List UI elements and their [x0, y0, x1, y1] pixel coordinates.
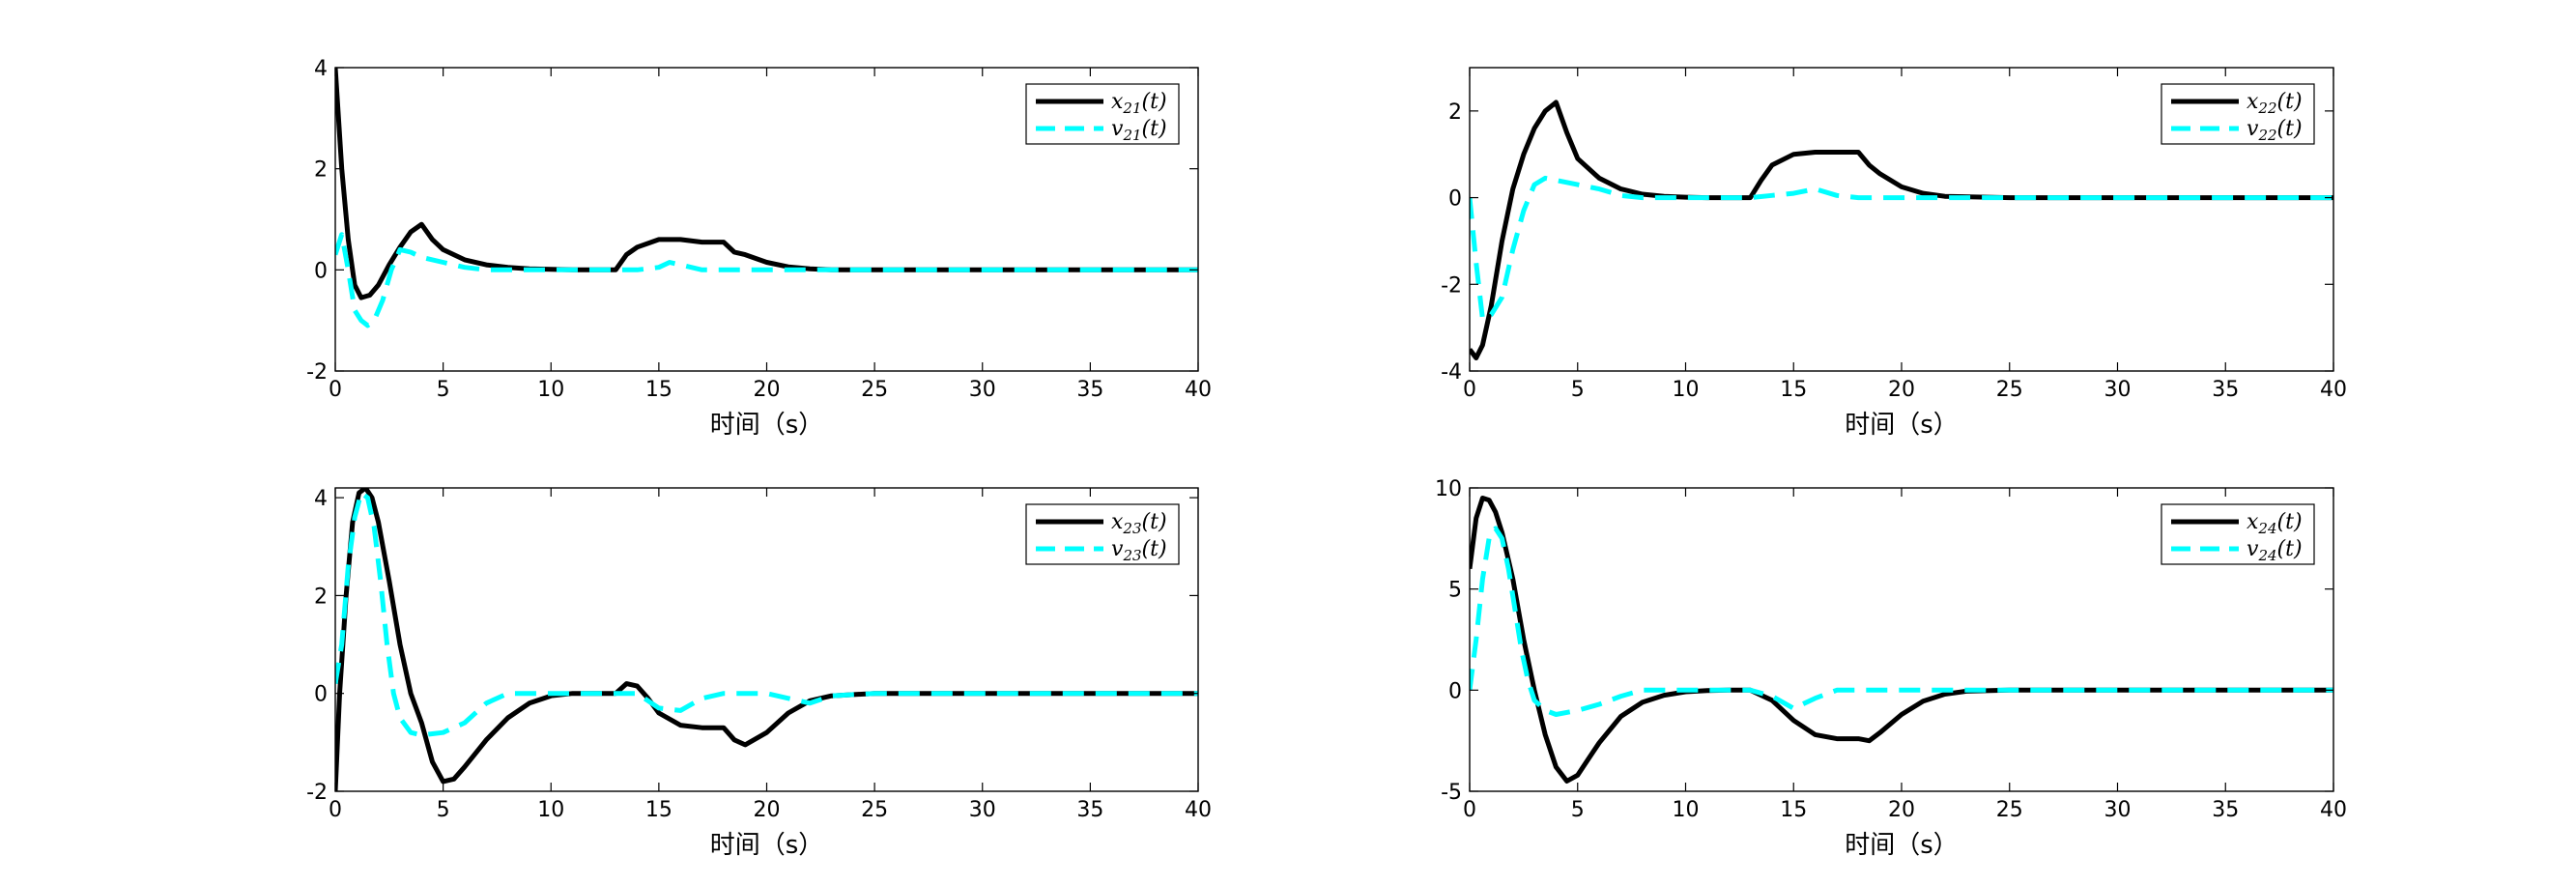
- y-tick-label: 0: [1448, 679, 1462, 703]
- x-axis-label: 时间（s）: [1845, 831, 1959, 860]
- x-axis-label: 时间（s）: [1845, 411, 1959, 440]
- y-tick-label: -2: [306, 781, 328, 805]
- x-tick-label: 15: [1780, 378, 1807, 402]
- y-tick-label: -2: [1441, 273, 1462, 298]
- chart-panel: 0 5 10 15 20 25 30 35 40 -4 -2 0 2 时间（s） x22(t)v22(t): [1441, 67, 2347, 440]
- x-tick-label: 0: [329, 378, 342, 402]
- y-tick-label: -5: [1441, 781, 1462, 805]
- series-line-v22t: [1470, 175, 2333, 322]
- legend-label: v24(t): [2247, 537, 2303, 564]
- legend-box: [1025, 503, 1180, 565]
- legend: x23(t)v23(t): [1025, 503, 1180, 565]
- legend: x21(t)v21(t): [1025, 83, 1180, 145]
- legend-label: x21(t): [1111, 90, 1167, 117]
- x-tick-label: 15: [1780, 798, 1807, 822]
- legend-label: v23(t): [1111, 537, 1167, 564]
- x-tick-label: 30: [2104, 798, 2132, 822]
- x-tick-label: 30: [969, 798, 996, 822]
- legend: x24(t)v24(t): [2161, 503, 2315, 565]
- x-tick-label: 10: [1673, 378, 1700, 402]
- x-tick-label: 0: [1463, 798, 1476, 822]
- y-tick-label: 2: [314, 585, 328, 609]
- x-tick-label: 35: [2212, 798, 2239, 822]
- x-tick-label: 40: [1185, 378, 1212, 402]
- x-tick-label: 15: [645, 378, 673, 402]
- x-tick-label: 25: [1996, 798, 2023, 822]
- x-tick-label: 5: [1571, 798, 1585, 822]
- x-tick-label: 15: [645, 798, 673, 822]
- x-tick-label: 25: [861, 798, 888, 822]
- x-tick-label: 10: [537, 798, 564, 822]
- x-tick-label: 40: [2320, 798, 2347, 822]
- x-tick-label: 0: [329, 798, 342, 822]
- x-tick-label: 30: [2104, 378, 2132, 402]
- legend-label: x24(t): [2247, 510, 2303, 537]
- x-tick-label: 35: [1076, 378, 1103, 402]
- legend-box: [2161, 83, 2315, 145]
- x-tick-label: 10: [537, 378, 564, 402]
- y-tick-label: -2: [306, 360, 328, 385]
- x-tick-label: 20: [754, 798, 781, 822]
- x-tick-label: 30: [969, 378, 996, 402]
- x-tick-label: 25: [861, 378, 888, 402]
- x-axis-label: 时间（s）: [710, 831, 824, 860]
- y-tick-label: 2: [1448, 100, 1462, 125]
- x-tick-label: 5: [437, 378, 450, 402]
- legend-label: x23(t): [1111, 510, 1167, 537]
- series-line-v21t: [335, 232, 1198, 328]
- y-tick-label: -4: [1441, 360, 1462, 385]
- y-tick-label: 2: [314, 158, 328, 183]
- x-tick-label: 40: [1185, 798, 1212, 822]
- x-tick-label: 5: [1571, 378, 1585, 402]
- legend-label: v21(t): [1111, 117, 1167, 144]
- legend: x22(t)v22(t): [2161, 83, 2315, 145]
- legend-label: v22(t): [2247, 117, 2303, 144]
- x-tick-label: 35: [2212, 378, 2239, 402]
- x-tick-label: 25: [1996, 378, 2023, 402]
- y-tick-label: 4: [314, 487, 328, 511]
- y-tick-label: 0: [314, 259, 328, 283]
- y-tick-label: 0: [1448, 187, 1462, 212]
- series-line-v23t: [335, 490, 1198, 738]
- y-tick-label: 5: [1448, 579, 1462, 603]
- x-tick-label: 20: [1888, 798, 1915, 822]
- x-tick-label: 20: [754, 378, 781, 402]
- y-tick-label: 10: [1435, 477, 1462, 501]
- x-tick-label: 20: [1888, 378, 1915, 402]
- legend-label: x22(t): [2247, 90, 2303, 117]
- legend-box: [2161, 503, 2315, 565]
- x-tick-label: 0: [1463, 378, 1476, 402]
- series-line-v24t: [1470, 526, 2333, 717]
- x-tick-label: 40: [2320, 378, 2347, 402]
- x-tick-label: 35: [1076, 798, 1103, 822]
- x-tick-label: 5: [437, 798, 450, 822]
- x-axis-label: 时间（s）: [710, 411, 824, 440]
- legend-box: [1025, 83, 1180, 145]
- x-tick-label: 10: [1673, 798, 1700, 822]
- y-tick-label: 4: [314, 57, 328, 81]
- y-tick-label: 0: [314, 683, 328, 707]
